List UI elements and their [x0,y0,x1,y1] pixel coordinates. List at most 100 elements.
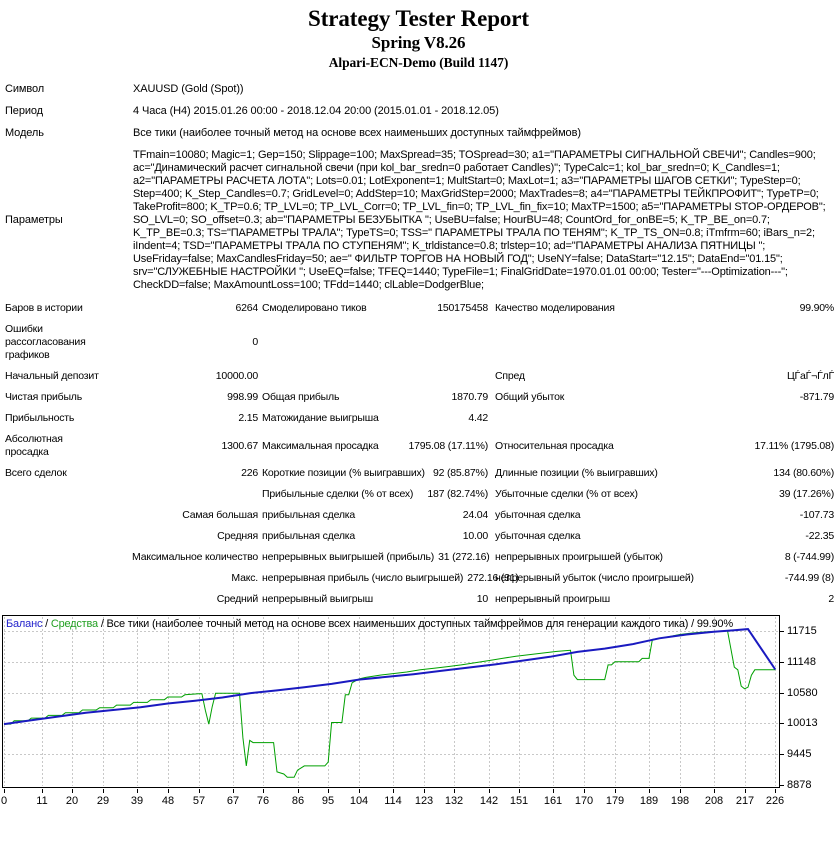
stat-label: Прибыльные сделки (% от всех) [262,488,414,500]
stat-cell: непрерывная прибыль (число выигрышей) 272… [262,572,519,585]
legend-separator: / [97,618,107,630]
stat-label: убыточная сделка [495,509,581,521]
y-axis-label: 11715 [787,625,817,637]
stat-label: непрерывных проигрышей (убыток) [495,551,663,563]
x-axis-tick [328,789,329,793]
stat-label: непрерывный выигрыш [262,593,373,605]
stat-label: Общий убыток [495,391,565,403]
x-axis-tick [233,789,234,793]
y-axis-tick [780,785,784,786]
page-title: Strategy Tester Report [308,6,529,31]
legend-separator: / [42,618,51,630]
stat-label: Максимальная просадка [262,439,379,452]
x-axis-label: 217 [735,795,755,807]
y-axis-label: 11148 [787,656,816,668]
stat-label: Абсолютная просадка [5,433,63,458]
info-label: Параметры [5,214,63,226]
x-axis-label: 123 [414,795,434,807]
stats-row: Баров в истории 6264 Смоделировано тиков 15… [5,302,834,315]
stat-value: 24.04 [462,509,488,521]
stat-label: Чистая прибыль [5,391,82,403]
y-axis-tick [780,693,784,694]
x-axis-tick [775,789,776,793]
stat-label: непрерывный убыток (число проигрышей) [495,572,694,584]
x-axis-tick [359,789,360,793]
stat-label: Средняя [217,530,258,542]
x-axis-label: 151 [509,795,529,807]
info-value: Все тики (наиболее точный метод на основ… [133,127,581,139]
stats-row: Чистая прибыль 998.99 Общая прибыль 1870.79… [5,391,834,404]
x-axis-tick [454,789,455,793]
stat-value: 39 (17.26%) [778,488,834,500]
stat-cell: Максимальная просадка 1795.08 (17.11%) [262,440,488,453]
info-label: Модель [5,127,44,139]
stat-value: -871.79 [799,391,834,403]
info-label: Символ [5,83,45,95]
stat-value: 6264 [235,302,258,314]
stat-value: 1870.79 [451,391,488,403]
info-value: TFmain=10080; Magic=1; Gep=150; Slippage… [133,149,826,291]
x-axis-label: 39 [130,795,144,807]
stat-value: 10000.00 [215,370,258,382]
x-axis-tick [489,789,490,793]
stat-label: Общая прибыль [262,391,340,403]
stat-label: непрерывная прибыль (число выигрышей) [262,572,464,584]
stat-value: 31 (272.16) [438,551,490,563]
stat-label: Баров в истории [5,302,83,314]
x-axis-tick [168,789,169,793]
x-axis-tick [424,789,425,793]
info-value: 4 Часа (H4) 2015.01.26 00:00 - 2018.12.0… [133,105,499,117]
x-axis-label: 104 [349,795,369,807]
info-row: Период 4 Часа (H4) 2015.01.26 00:00 - 201… [5,105,833,118]
x-axis-label: 76 [256,795,270,807]
stats-table: Баров в истории 6264 Смоделировано тиков 15… [5,302,835,606]
stat-value: -107.73 [799,509,834,521]
stat-label: непрерывных выигрышей (прибыль) [262,551,435,563]
y-axis-tick [780,754,784,755]
x-axis-label: 189 [639,795,659,807]
stats-row: Начальный депозит 10000.00 Спред ЦЃаЃ¬ЃлЃ [5,370,834,383]
legend-equity-label: Средства [50,618,98,630]
stat-label: Макс. [231,572,258,584]
x-axis-tick [42,789,43,793]
stat-label: Матожидание выигрыша [262,412,379,424]
x-axis-label: 57 [192,795,206,807]
stat-cell: Качество моделирования 99.90% [495,302,834,315]
stats-row: Ошибки рассогласования графиков 0 [5,323,833,362]
equity-chart: Баланс / Средства / Все тики (наиболее т… [2,615,780,788]
stat-label: Качество моделирования [495,302,615,314]
stats-row: Абсолютная просадка 1300.67 Максимальная п… [5,433,835,459]
x-axis-tick [137,789,138,793]
stat-label: Ошибки рассогласования графиков [5,323,86,361]
stat-cell: непрерывный проигрыш 2 [495,593,834,606]
y-axis-tick [780,631,784,632]
stat-cell: прибыльная сделка 24.04 [262,509,488,522]
stat-value: 150175458 [437,302,488,314]
x-axis-label: 161 [543,795,563,807]
stats-row: Прибыльность 2.15 Матожидание выигрыша 4.42 [5,412,833,425]
stat-cell: непрерывных выигрышей (прибыль) 31 (272.1… [262,551,490,564]
stat-value: 17.11% (1795.08) [754,439,835,452]
x-axis-label: 67 [226,795,240,807]
y-axis-label: 10580 [787,687,818,699]
x-axis-tick [680,789,681,793]
stat-label: убыточная сделка [495,530,581,542]
stat-cell: непрерывный выигрыш 10 [262,593,488,606]
x-axis-tick [4,789,5,793]
stat-cell: Общая прибыль 1870.79 [262,391,488,404]
x-axis-label: 142 [479,795,499,807]
stat-cell: прибыльная сделка 10.00 [262,530,488,543]
server-build: Alpari-ECN-Demo (Build 1147) [328,55,509,70]
x-axis-tick [199,789,200,793]
stat-label: Средний [216,593,258,605]
stat-cell: Матожидание выигрыша 4.42 [262,412,488,425]
stat-cell: Спред ЦЃаЃ¬ЃлЃ [495,370,834,383]
x-axis-label: 179 [605,795,625,807]
x-axis-tick [263,789,264,793]
stat-label: Относительная просадка [495,439,614,452]
stat-value: 134 (80.60%) [773,467,834,479]
stat-label: непрерывный проигрыш [495,593,610,605]
stat-value: 187 (82.74%) [427,488,488,500]
x-axis-label: 0 [0,795,8,807]
stat-value: 1300.67 [221,439,258,452]
